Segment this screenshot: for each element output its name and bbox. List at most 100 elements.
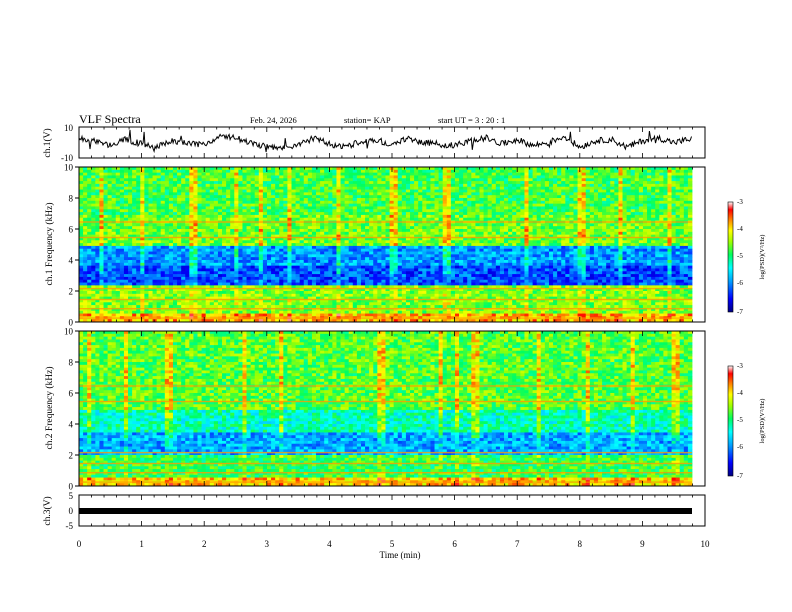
spectrogram-cell [79,237,84,241]
spectrogram-cell [242,251,247,255]
spectrogram-cell [336,167,341,171]
spectrogram-cell [283,296,288,300]
spectrogram-cell [119,175,125,179]
spectrogram-cell [393,186,399,190]
spectrogram-cell [234,217,239,221]
spectrogram-cell [303,217,309,221]
spectrogram-cell [205,167,211,171]
spectrogram-cell [213,206,219,210]
spectrogram-cell [205,310,211,314]
spectrogram-cell [160,203,166,207]
spectrogram-cell [91,271,96,275]
spectrogram-cell [266,288,272,292]
spectrogram-cell [222,305,227,309]
spectrogram-cell [107,200,113,205]
spectrogram-cell [291,209,296,213]
spectrogram-cell [115,319,121,323]
spectrogram-cell [91,226,96,230]
spectrogram-cell [275,307,280,312]
spectrogram-cell [205,319,211,323]
spectrogram-cell [283,288,288,292]
spectrogram-cell [177,240,182,244]
spectrogram-cell [369,254,374,258]
spectrogram-cell [172,279,178,283]
spectrogram-cell [434,167,440,171]
spectrogram-cell [160,307,166,312]
spectrogram-cell [160,195,166,199]
spectrogram-cell [254,307,260,312]
spectrogram-cell [213,237,219,241]
spectrogram-cell [320,223,325,227]
spectrogram-cell [328,302,333,306]
spectrogram-cell [148,217,153,221]
spectrogram-cell [95,248,100,252]
spectrogram-cell [83,254,88,258]
spectrogram-cell [132,175,137,179]
spectrogram-cell [164,279,170,283]
spectrogram-cell [246,229,252,233]
spectrogram-cell [222,175,227,179]
spectrogram-cell [360,203,366,207]
spectrogram-cell [205,279,211,283]
spectrogram-cell [246,212,252,216]
spectrogram-cell [316,192,321,196]
spectrogram-cell [389,268,395,272]
spectrogram-cell [189,299,194,303]
spectrogram-cell [377,307,382,312]
spectrogram-cell [254,189,260,193]
spectrogram-cell [405,240,411,244]
spectrogram-cell [401,251,407,255]
spectrogram-cell [303,285,309,289]
spectrogram-cell [405,198,411,202]
spectrogram-cell [393,192,399,196]
spectrogram-cell [205,223,211,227]
spectrogram-cell [401,198,407,202]
spectrogram-cell [414,276,419,281]
spectrogram-cell [164,313,170,317]
spectrogram-cell [348,203,354,207]
spectrogram-cell [336,203,341,207]
spectrogram-cell [103,262,109,267]
spectrogram-cell [291,181,296,185]
spectrogram-cell [320,243,325,247]
spectrogram-cell [83,178,88,182]
spectrogram-cell [79,307,84,312]
spectrogram-cell [95,276,100,281]
spectrogram-cell [144,169,149,174]
spectrogram-cell [222,200,227,205]
spectrogram-cell [209,169,215,174]
spectrogram-cell [160,198,166,202]
spectrogram-cell [279,279,284,283]
spectrogram-cell [99,307,104,312]
spectrogram-cell [148,226,153,230]
spectrogram-cell [148,271,153,275]
spectrogram-cell [422,243,427,247]
spectrogram-cell [336,299,341,303]
spectrogram-cell [258,243,264,247]
spectrogram-cell [258,198,264,202]
spectrogram-cell [230,299,235,303]
spectrogram-cell [209,293,215,298]
spectrogram-cell [172,319,178,323]
spectrogram-cell [193,217,198,221]
spectrogram-cell [226,296,231,300]
spectrogram-cell [111,257,117,261]
spectrogram-cell [266,245,272,250]
spectrogram-cell [295,313,301,317]
spectrogram-cell [209,192,215,196]
spectrogram-cell [328,248,333,252]
spectrogram-cell [213,189,219,193]
spectrogram-cell [373,226,378,230]
spectrogram-cell [189,293,194,298]
spectrogram-cell [181,234,186,238]
spectrogram-cell [148,212,153,216]
spectrogram-cell [434,251,440,255]
spectrogram-cell [430,243,435,247]
spectrogram-cell [87,293,92,298]
spectrogram-cell [283,310,288,314]
spectrogram-cell [405,237,411,241]
spectrogram-cell [295,260,301,264]
spectrogram-cell [418,183,423,188]
spectrogram-cell [438,212,444,216]
spectrogram-cell [365,198,370,202]
